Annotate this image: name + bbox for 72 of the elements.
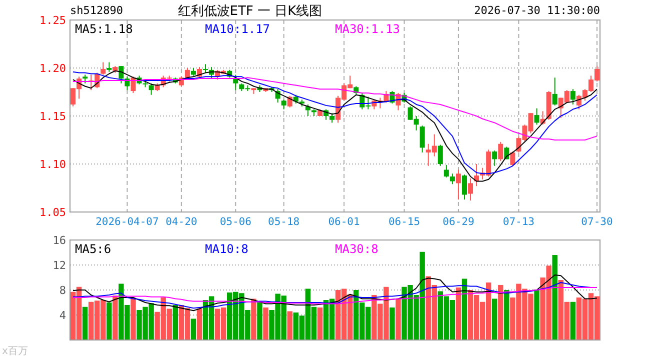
text: sh512890	[70, 4, 123, 17]
text: MA5:6	[75, 242, 112, 256]
bar	[190, 318, 196, 340]
text: MA5:1.18	[75, 22, 133, 36]
bar	[106, 302, 112, 340]
bar	[492, 298, 498, 340]
y-tick-label: 1.10	[40, 158, 66, 171]
candlestick	[498, 141, 504, 162]
candlestick	[438, 144, 443, 166]
text: MA30:1.13	[335, 22, 400, 36]
x-tick-label: 06-01	[328, 216, 360, 228]
y-tick-label: 1.15	[40, 110, 66, 123]
bar	[570, 302, 576, 340]
candlestick	[148, 82, 154, 96]
bar	[390, 308, 395, 340]
x-tick-label: 04-20	[166, 216, 198, 228]
y-tick-label: 16	[52, 234, 66, 247]
candlestick	[329, 112, 334, 124]
x-tick-label: 05-18	[268, 216, 300, 228]
bar	[172, 305, 178, 340]
y-tick-label: 4	[59, 309, 66, 322]
x-tick-label: 07-30	[581, 216, 613, 228]
candlestick	[106, 62, 112, 72]
bar	[396, 298, 401, 340]
candlestick	[444, 164, 449, 178]
y-tick-label: 1.20	[40, 62, 66, 75]
candlestick	[456, 169, 461, 200]
y-tick-label: 1.05	[40, 206, 66, 219]
text: MA10:1.17	[205, 22, 270, 36]
bar	[251, 298, 256, 340]
bar	[112, 296, 118, 340]
y-tick-label: 12	[52, 259, 66, 272]
text: MA10:8	[205, 242, 248, 256]
bar	[196, 308, 202, 340]
candlestick	[492, 150, 498, 166]
bar	[130, 298, 136, 340]
bar	[534, 290, 540, 340]
bar	[82, 306, 88, 340]
x-tick-label: 06-29	[442, 216, 474, 228]
chart-subtitle: 2026-07-30 11:30:00	[474, 4, 600, 17]
y-tick-label: 1.25	[40, 14, 66, 27]
x-tick-label: 06-15	[388, 216, 420, 228]
candlestick	[100, 62, 106, 76]
y-axis-title: x百万	[2, 346, 28, 357]
line-series	[72, 274, 598, 312]
candlestick	[450, 173, 455, 185]
candlestick	[118, 66, 124, 84]
x-tick-label: 2026-04-07	[96, 216, 159, 228]
bar	[552, 255, 558, 340]
text: MA30:8	[335, 242, 378, 256]
x-tick-label: 05-06	[220, 216, 252, 228]
candlestick	[510, 151, 516, 166]
bar	[456, 288, 462, 340]
x-tick-label: 07-13	[502, 216, 534, 228]
candlestick	[552, 77, 558, 106]
candlestick	[570, 88, 576, 105]
bar	[257, 302, 262, 340]
line-series	[72, 77, 598, 140]
candlestick	[420, 125, 425, 153]
line-series	[72, 287, 598, 304]
y-tick-label: 8	[59, 284, 66, 297]
bar	[287, 311, 292, 340]
bar	[462, 278, 468, 340]
bar	[263, 308, 268, 340]
chart-title: 红利低波ETF 一 日K线图	[178, 4, 322, 19]
candlestick	[534, 108, 540, 126]
bar	[317, 308, 323, 340]
candlestick	[281, 99, 286, 110]
bar	[498, 285, 504, 340]
candlestick	[462, 174, 467, 200]
candlestick	[468, 178, 474, 201]
bar	[504, 290, 510, 340]
